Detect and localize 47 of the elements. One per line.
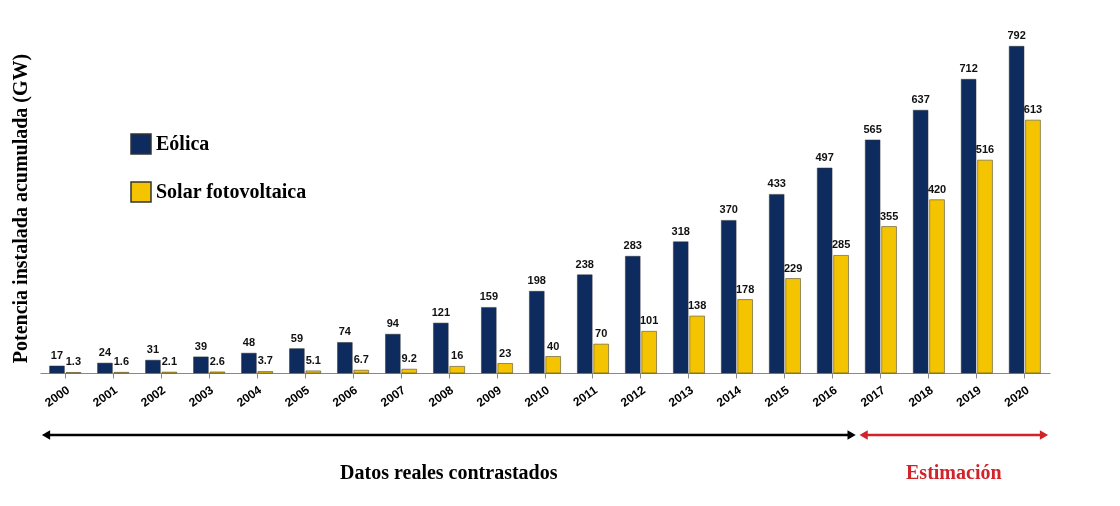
- data-label: 2.6: [209, 354, 225, 367]
- data-label: 792: [1007, 29, 1026, 42]
- data-label: 74: [338, 325, 352, 338]
- data-label: 285: [831, 238, 851, 251]
- data-label: 138: [687, 299, 707, 312]
- data-label: 121: [431, 306, 451, 319]
- data-label: 159: [479, 290, 498, 303]
- y-axis-title: Potencia instalada acumulada (GW): [8, 53, 32, 364]
- data-label: 24: [98, 346, 112, 359]
- data-label: 1.6: [113, 355, 130, 368]
- data-label: 70: [595, 327, 608, 340]
- data-label: 40: [547, 339, 560, 352]
- legend-label: Solar fotovoltaica: [156, 180, 307, 202]
- data-label: 39: [194, 339, 208, 352]
- data-label: 516: [975, 143, 995, 156]
- data-label: 178: [735, 282, 755, 295]
- data-label: 16: [451, 349, 464, 362]
- text: Estimación: [906, 461, 1002, 483]
- data-label: 101: [639, 314, 659, 327]
- data-label: 238: [575, 257, 594, 270]
- data-label: 497: [815, 150, 834, 163]
- data-label: 23: [499, 346, 512, 359]
- data-label: 94: [386, 317, 400, 330]
- data-label: 2.1: [161, 355, 178, 368]
- data-label: 229: [783, 261, 803, 274]
- data-label: 637: [911, 93, 930, 106]
- data-label: 613: [1023, 103, 1043, 116]
- data-label: 6.7: [353, 353, 369, 366]
- data-label: 31: [146, 343, 160, 356]
- data-label: 48: [242, 336, 256, 349]
- data-label: 283: [623, 239, 642, 252]
- data-label: 3.7: [257, 354, 273, 367]
- data-label: 318: [671, 224, 690, 237]
- data-label: 1.3: [65, 355, 82, 368]
- text: Datos reales contrastados: [340, 461, 558, 483]
- data-label: 433: [767, 177, 786, 190]
- data-label: 420: [927, 182, 947, 195]
- data-label: 17: [50, 348, 64, 361]
- data-label: 355: [879, 209, 899, 222]
- data-label: 712: [959, 62, 978, 75]
- data-label: 370: [719, 203, 738, 216]
- data-label: 5.1: [305, 353, 321, 366]
- data-label: 59: [290, 331, 304, 344]
- legend-label: Eólica: [156, 132, 210, 154]
- data-label: 9.2: [401, 352, 417, 365]
- data-label: 565: [863, 122, 882, 135]
- data-label: 198: [527, 274, 546, 287]
